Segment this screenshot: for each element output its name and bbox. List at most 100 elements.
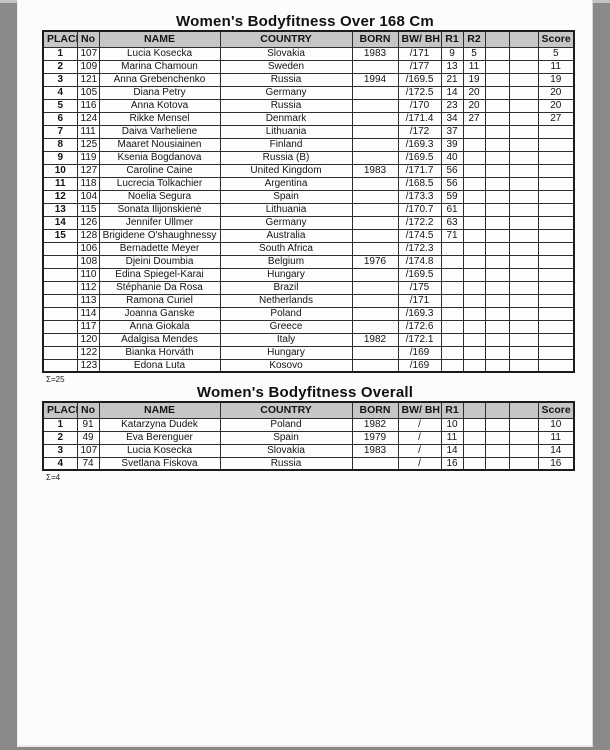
- cell: 6: [42, 111, 78, 126]
- cell: [351, 293, 399, 308]
- table-row: 6 124 Rikke Mensel Denmark/171.4 34 27 27: [42, 111, 575, 126]
- cell: /: [397, 430, 442, 445]
- cell: [537, 241, 575, 256]
- cell: Denmark: [219, 111, 353, 126]
- cell: [508, 267, 539, 282]
- cell: 116: [76, 98, 100, 113]
- cell: Lucia Kosecka: [98, 443, 221, 458]
- cell: [537, 332, 575, 347]
- cell: [508, 111, 539, 126]
- cell: [462, 202, 486, 217]
- cell: 1983: [351, 443, 399, 458]
- cell: [508, 189, 539, 204]
- cell: [462, 215, 486, 230]
- column-header: BORN: [351, 401, 399, 419]
- cell: /174.5: [397, 228, 442, 243]
- cell: [508, 443, 539, 458]
- cell: [351, 228, 399, 243]
- cell: /175: [397, 280, 442, 295]
- cell: [462, 163, 486, 178]
- cell: 4: [42, 85, 78, 100]
- cell: [42, 345, 78, 360]
- cell: [440, 306, 464, 321]
- column-header: R2: [462, 30, 486, 48]
- cell: 105: [76, 85, 100, 100]
- cell: Sweden: [219, 59, 353, 74]
- cell: [484, 358, 510, 373]
- cell: [42, 254, 78, 269]
- column-header: [508, 30, 539, 48]
- cell: [484, 280, 510, 295]
- cell: [508, 254, 539, 269]
- cell: 20: [462, 98, 486, 113]
- cell: Bianka Horváth: [98, 345, 221, 360]
- cell: Hungary: [219, 267, 353, 282]
- column-header: [484, 401, 510, 419]
- cell: [537, 189, 575, 204]
- cell: [508, 319, 539, 334]
- cell: 109: [76, 59, 100, 74]
- cell: [42, 332, 78, 347]
- cell: /170: [397, 98, 442, 113]
- cell: Anna Giokala: [98, 319, 221, 334]
- cell: 9: [42, 150, 78, 165]
- cell: [351, 85, 399, 100]
- cell: 20: [462, 85, 486, 100]
- cell: Poland: [219, 417, 353, 432]
- cell: [537, 254, 575, 269]
- cell: 11: [440, 430, 464, 445]
- cell: [462, 228, 486, 243]
- cell: /169.5: [397, 150, 442, 165]
- cell: 113: [76, 293, 100, 308]
- cell: [42, 267, 78, 282]
- cell: [537, 163, 575, 178]
- cell: [462, 306, 486, 321]
- cell: Lucrecia Tolkachier: [98, 176, 221, 191]
- cell: 1982: [351, 417, 399, 432]
- cell: [537, 267, 575, 282]
- cell: [462, 176, 486, 191]
- cell: 123: [76, 358, 100, 373]
- document-page: Women's Bodyfitness Over 168 Cm PLACENoN…: [17, 0, 593, 747]
- cell: [351, 306, 399, 321]
- column-header: Score: [537, 30, 575, 48]
- cell: /169: [397, 345, 442, 360]
- cell: [484, 98, 510, 113]
- cell: Bernadette Meyer: [98, 241, 221, 256]
- cell: Germany: [219, 215, 353, 230]
- cell: Spain: [219, 430, 353, 445]
- table-row: 113 Ramona Curiel Netherlands/171: [42, 293, 575, 308]
- cell: 127: [76, 163, 100, 178]
- cell: 111: [76, 124, 100, 139]
- cell: 14: [440, 85, 464, 100]
- cell: Anna Grebenchenko: [98, 72, 221, 87]
- cell: Stéphanie Da Rosa: [98, 280, 221, 295]
- cell: [508, 345, 539, 360]
- cell: [462, 254, 486, 269]
- cell: [508, 150, 539, 165]
- cell: 1983: [351, 163, 399, 178]
- cell: [508, 417, 539, 432]
- cell: [484, 267, 510, 282]
- cell: Russia (B): [219, 150, 353, 165]
- cell: [462, 345, 486, 360]
- cell: [462, 150, 486, 165]
- cell: Argentina: [219, 176, 353, 191]
- cell: 34: [440, 111, 464, 126]
- cell: [484, 189, 510, 204]
- cell: [537, 215, 575, 230]
- table-row: 1 107 Lucia Kosecka Slovakia 1983/171 9 5 5: [42, 46, 575, 61]
- column-header: [462, 401, 486, 419]
- cell: 9: [440, 46, 464, 61]
- cell: 120: [76, 332, 100, 347]
- cell: 49: [76, 430, 100, 445]
- table-row: 106 Bernadette Meyer South Africa/172.3: [42, 241, 575, 256]
- cell: [42, 358, 78, 373]
- cell: Slovakia: [219, 46, 353, 61]
- cell: 1979: [351, 430, 399, 445]
- cell: 12: [42, 189, 78, 204]
- table-title-over-168: Women's Bodyfitness Over 168 Cm: [176, 13, 434, 30]
- cell: 107: [76, 443, 100, 458]
- cell: 71: [440, 228, 464, 243]
